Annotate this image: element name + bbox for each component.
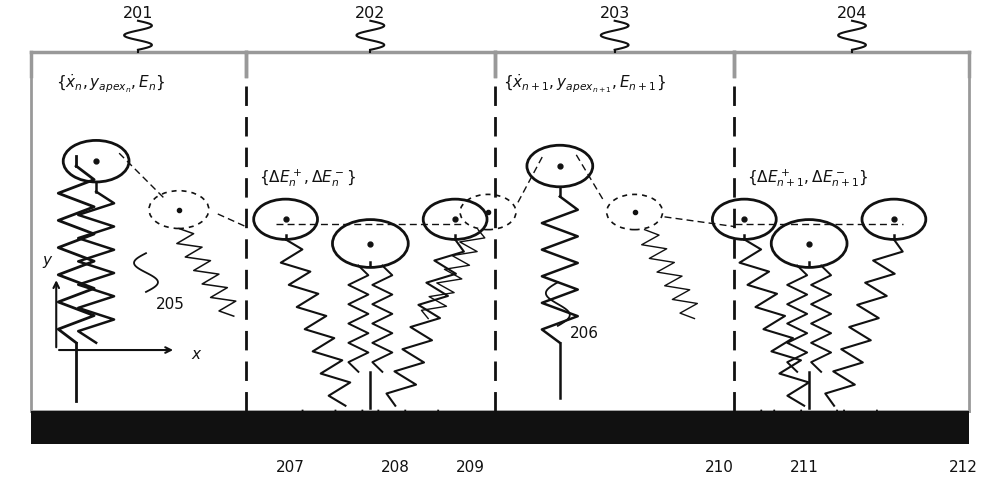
Bar	[31, 411, 969, 445]
Text: 202: 202	[355, 6, 386, 21]
Text: 205: 205	[156, 297, 185, 312]
Text: $\{\Delta E_n^+, \Delta E_n^-\}$: $\{\Delta E_n^+, \Delta E_n^-\}$	[259, 167, 356, 189]
Text: 206: 206	[570, 326, 599, 340]
Text: 204: 204	[837, 6, 867, 21]
Text: 210: 210	[705, 460, 734, 475]
Text: 211: 211	[790, 460, 819, 475]
Text: 208: 208	[381, 460, 410, 475]
Text: 207: 207	[276, 460, 305, 475]
Text: $\{\Delta E_{n+1}^+, \Delta E_{n+1}^-\}$: $\{\Delta E_{n+1}^+, \Delta E_{n+1}^-\}$	[747, 167, 869, 189]
Text: 203: 203	[600, 6, 630, 21]
Text: 201: 201	[123, 6, 153, 21]
Text: $y$: $y$	[42, 254, 54, 270]
Text: 212: 212	[949, 460, 978, 475]
Text: $x$: $x$	[191, 348, 202, 362]
Bar	[31, 411, 969, 445]
Text: 209: 209	[456, 460, 485, 475]
Text: $\{\dot{x}_n, y_{apex_n}, E_n\}$: $\{\dot{x}_n, y_{apex_n}, E_n\}$	[56, 73, 165, 95]
Text: $\{\dot{x}_{n+1}, y_{apex_{n+1}}, E_{n+1}\}$: $\{\dot{x}_{n+1}, y_{apex_{n+1}}, E_{n+1…	[503, 73, 666, 95]
